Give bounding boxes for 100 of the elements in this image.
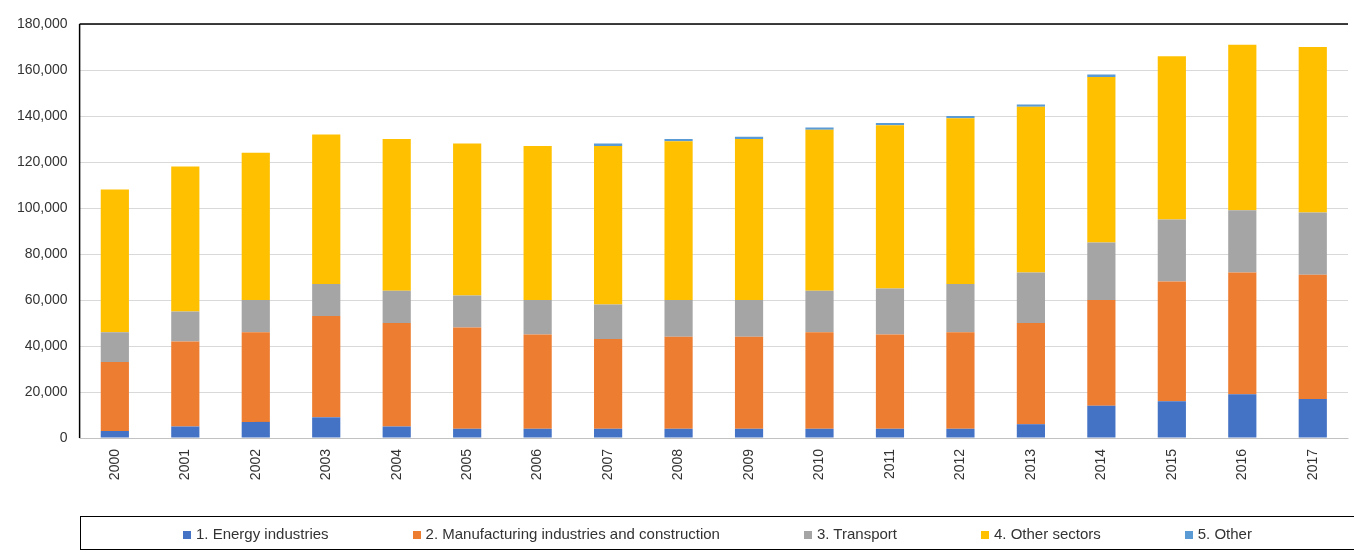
bar (382, 290, 411, 323)
bar (382, 139, 411, 291)
legend-label: 3. Transport (815, 524, 897, 542)
bar (1157, 401, 1186, 438)
bar (946, 118, 975, 284)
bar (875, 334, 905, 429)
bar (946, 428, 975, 438)
x-tick-label: 2006 (528, 448, 545, 481)
bar (1228, 394, 1257, 438)
bar (875, 125, 905, 289)
bar (1016, 272, 1045, 323)
legend-label: 5. Other (1196, 524, 1252, 542)
bar (1087, 405, 1116, 438)
bar (805, 332, 834, 429)
bar (664, 141, 693, 300)
bar (453, 295, 482, 328)
bar (453, 327, 482, 429)
x-tick-label: 2003 (317, 448, 334, 481)
bar (594, 428, 623, 438)
bar (100, 431, 129, 438)
legend-label: 1. Energy industries (195, 524, 329, 542)
bar (523, 334, 552, 429)
bar (241, 332, 270, 422)
bar (1298, 274, 1327, 399)
x-tick-label: 2007 (598, 448, 615, 481)
bar (523, 145, 552, 300)
bar (1016, 106, 1045, 273)
bar (312, 134, 341, 284)
legend-label: 2. Manufacturing industries and construction (424, 524, 720, 542)
bar (734, 428, 764, 438)
bar (171, 311, 200, 342)
y-tick-label: 40,000 (24, 336, 68, 353)
y-tick-label: 20,000 (24, 382, 68, 399)
x-tick-label: 2001 (176, 448, 193, 481)
bar (1228, 272, 1257, 395)
bar (241, 421, 270, 438)
bar (171, 166, 200, 312)
y-tick-label: 180,000 (17, 14, 68, 31)
x-tick-label: 2008 (669, 448, 686, 481)
x-tick-label: 2002 (246, 448, 263, 481)
bar (382, 426, 411, 438)
bar (1157, 219, 1186, 282)
bar (734, 139, 764, 300)
bar (1228, 210, 1257, 273)
bar (523, 428, 552, 438)
x-tick-label: 2004 (387, 448, 404, 481)
bar (100, 332, 129, 363)
bar (312, 316, 341, 418)
bar (1298, 47, 1327, 213)
bar (382, 323, 411, 427)
y-tick-label: 160,000 (17, 60, 68, 77)
bar (523, 300, 552, 335)
bar (1157, 56, 1186, 220)
y-tick-label: 140,000 (17, 106, 68, 123)
bar (805, 428, 834, 438)
x-tick-label: 2005 (458, 448, 475, 481)
y-tick-label: 60,000 (24, 290, 68, 307)
x-tick-label: 2012 (951, 448, 968, 481)
bar (453, 428, 482, 438)
y-tick-label: 0 (59, 428, 68, 445)
bar (805, 290, 834, 333)
bar (734, 300, 764, 337)
x-tick-label: 2017 (1303, 448, 1320, 481)
bar (1298, 398, 1327, 438)
x-tick-label: 2011 (880, 448, 897, 480)
y-tick-label: 100,000 (17, 198, 68, 215)
bar (875, 428, 905, 438)
bar (805, 129, 834, 291)
bar (664, 300, 693, 337)
bar (171, 341, 200, 427)
bar (1087, 76, 1116, 243)
x-tick-label: 2013 (1021, 448, 1038, 481)
bar (1298, 212, 1327, 275)
bar (241, 300, 270, 333)
bar (171, 426, 200, 438)
bar (1228, 44, 1257, 211)
bar (946, 332, 975, 429)
bar (875, 288, 905, 335)
x-tick-label: 2000 (105, 448, 122, 481)
bar (594, 304, 623, 340)
bar (241, 152, 270, 300)
x-tick-label: 2009 (739, 448, 756, 481)
bar (734, 336, 764, 429)
bar (100, 189, 129, 333)
bar (1157, 281, 1186, 402)
bar (1016, 323, 1045, 425)
x-tick-label: 2015 (1162, 448, 1179, 481)
bar (594, 145, 623, 305)
bar (946, 283, 975, 333)
bar (312, 283, 341, 317)
bar (453, 143, 482, 296)
y-tick-label: 80,000 (24, 244, 68, 261)
bar (664, 428, 693, 438)
x-tick-label: 2016 (1233, 448, 1250, 481)
bar (664, 336, 693, 429)
bar (312, 417, 341, 438)
y-tick-label: 120,000 (17, 152, 68, 169)
bar (594, 339, 623, 429)
legend-label: 4. Other sectors (993, 524, 1101, 542)
x-tick-label: 2014 (1092, 448, 1109, 481)
